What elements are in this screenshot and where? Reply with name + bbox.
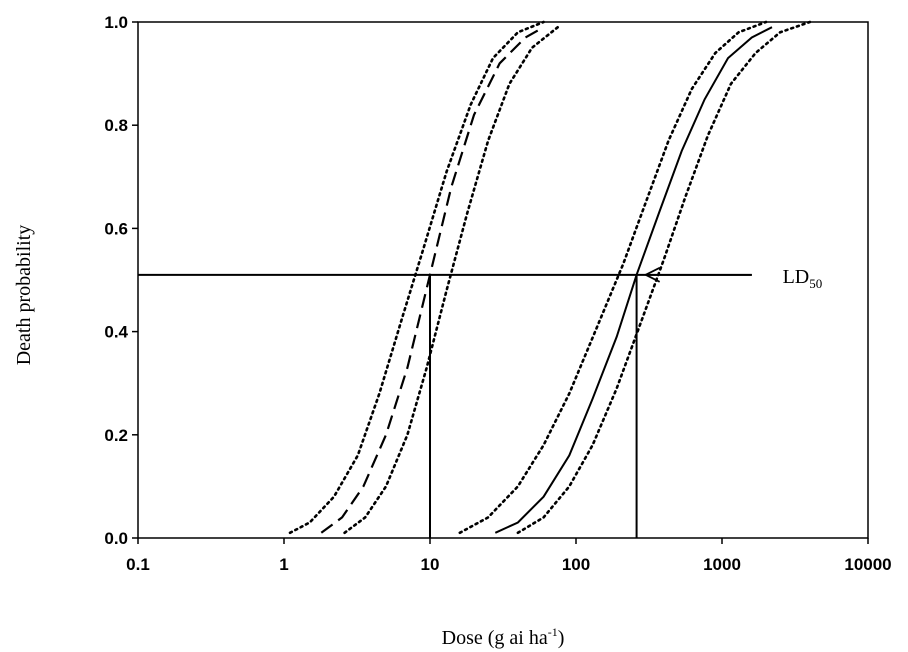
y-axis-title: Death probability — [13, 225, 35, 366]
solid-curve — [494, 26, 773, 534]
plot-frame — [137, 21, 869, 539]
dotted-curve — [516, 20, 812, 535]
y-tick-label: 0.0 — [104, 529, 128, 548]
dotted-curve — [288, 20, 545, 535]
x-axis-title: Dose (g ai ha-1) — [442, 625, 565, 649]
x-tick-label: 100 — [562, 555, 590, 574]
y-tick-label: 0.4 — [104, 323, 128, 342]
x-tick-label: 0.1 — [126, 555, 150, 574]
y-tick-label: 0.2 — [104, 426, 128, 445]
x-axis-ticks: 0.1 1 10 100 1000 10000 — [126, 538, 892, 574]
y-tick-label: 1.0 — [104, 13, 128, 32]
x-axis-title-close: ) — [558, 627, 565, 649]
x-axis-title-main: Dose (g ai ha — [442, 627, 548, 649]
reference-lines — [138, 273, 752, 538]
series-group — [288, 20, 812, 535]
dotted-curve — [343, 25, 560, 535]
x-tick-label: 1 — [279, 555, 288, 574]
x-tick-label: 10 — [421, 555, 440, 574]
ld50-label-main: LD — [783, 266, 810, 288]
x-tick-label: 1000 — [703, 555, 741, 574]
ld50-arrow-head — [645, 267, 661, 283]
y-tick-label: 0.6 — [104, 219, 128, 238]
y-axis-ticks: 0.0 0.2 0.4 0.6 0.8 1.0 — [104, 13, 138, 548]
dashed-curve — [320, 26, 545, 534]
y-tick-label: 0.8 — [104, 116, 128, 135]
dotted-curve — [458, 20, 768, 535]
ld50-label-subscript: 50 — [809, 276, 822, 291]
ld50-label: LD50 — [783, 266, 823, 291]
x-axis-title-sup: -1 — [548, 625, 558, 639]
x-tick-label: 10000 — [844, 555, 891, 574]
annotation-group: LD50 — [645, 266, 823, 291]
